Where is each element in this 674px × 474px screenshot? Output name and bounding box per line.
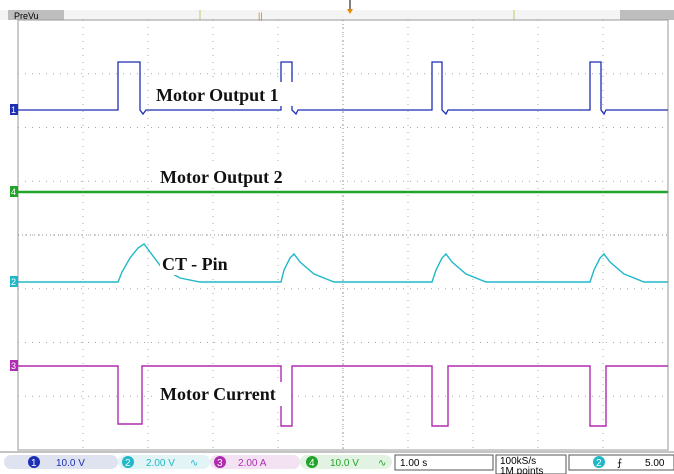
ch2-scale-pill xyxy=(118,455,210,469)
trigger-source-badge xyxy=(593,456,605,468)
ch3-scale-value: 2.00 A xyxy=(238,458,267,469)
label-bg-3 xyxy=(160,251,250,275)
ch4-badge xyxy=(306,456,318,468)
ch2-scale-group[interactable]: 2 2.00 V ∿ xyxy=(118,455,210,469)
ch1-scale-value: 10.0 V xyxy=(56,458,85,469)
ch1-marker-label: 1 xyxy=(11,105,16,115)
prevu-label: PreVu xyxy=(14,11,39,21)
timebase-box[interactable] xyxy=(394,454,494,471)
prevu-tab[interactable] xyxy=(8,10,64,20)
ch3-marker[interactable] xyxy=(10,360,18,371)
ch2-bandwidth-icon: ∿ xyxy=(190,458,198,469)
ch2-marker-label: 2 xyxy=(11,277,16,287)
traces xyxy=(18,61,668,427)
ch2-badge-num: 2 xyxy=(125,458,131,469)
ch3-badge-num: 3 xyxy=(217,458,223,469)
record-length: 1M points xyxy=(500,466,543,474)
ch4-bandwidth-icon: ∿ xyxy=(378,458,386,469)
trigger-level: 5.00 xyxy=(645,458,665,469)
status-bar: 1 10.0 V 2 2.00 V ∿ 3 2.00 A 4 10.0 V ∿ … xyxy=(0,451,674,474)
ch1-marker[interactable] xyxy=(10,104,18,115)
channel-markers: 1 4 2 3 xyxy=(10,104,18,371)
ch1-badge xyxy=(28,456,40,468)
ch4-scale-pill xyxy=(300,455,392,469)
graticule xyxy=(17,19,669,451)
label-bg-1 xyxy=(154,82,300,106)
motor-current-label: Motor Current xyxy=(160,384,276,404)
ch4-scale-group[interactable]: 4 10.0 V ∿ xyxy=(300,455,392,469)
ch2-scale-value: 2.00 V xyxy=(146,458,175,469)
header-strip xyxy=(0,10,674,20)
ch3-badge xyxy=(214,456,226,468)
trace-motor-output-1 xyxy=(18,61,668,116)
ct-pin-label: CT - Pin xyxy=(162,254,228,274)
acquisition-box[interactable] xyxy=(495,454,567,474)
ch2-marker[interactable] xyxy=(10,276,18,287)
ch4-marker[interactable] xyxy=(10,186,18,197)
ch3-scale-pill xyxy=(210,455,300,469)
trace-ct-pin xyxy=(18,243,668,283)
ch3-marker-label: 3 xyxy=(11,361,16,371)
ch1-scale-group[interactable]: 1 10.0 V xyxy=(4,455,118,469)
trigger-position-icon: || xyxy=(258,11,263,21)
trigger-slope-icon: ⨍ xyxy=(617,458,622,469)
trigger-group[interactable]: 2 ⨍ 5.00 xyxy=(568,454,674,471)
ch1-badge-num: 1 xyxy=(31,458,37,469)
header-right-block xyxy=(620,10,674,20)
trace-motor-current xyxy=(18,365,668,427)
label-bg-4 xyxy=(158,382,288,406)
sample-rate: 100kS/s xyxy=(500,456,536,467)
ch2-badge xyxy=(122,456,134,468)
label-bg-2 xyxy=(158,164,304,188)
trigger-arrow-icon xyxy=(347,9,353,14)
ch4-badge-num: 4 xyxy=(309,458,315,469)
trigger-source-num: 2 xyxy=(596,458,602,469)
ch4-marker-label: 4 xyxy=(11,187,16,197)
motor-output-1-label: Motor Output 1 xyxy=(156,85,279,105)
timebase-value: 1.00 s xyxy=(400,458,427,469)
motor-output-2-label: Motor Output 2 xyxy=(160,167,283,187)
ch3-scale-group[interactable]: 3 2.00 A xyxy=(210,455,300,469)
ch4-scale-value: 10.0 V xyxy=(330,458,359,469)
